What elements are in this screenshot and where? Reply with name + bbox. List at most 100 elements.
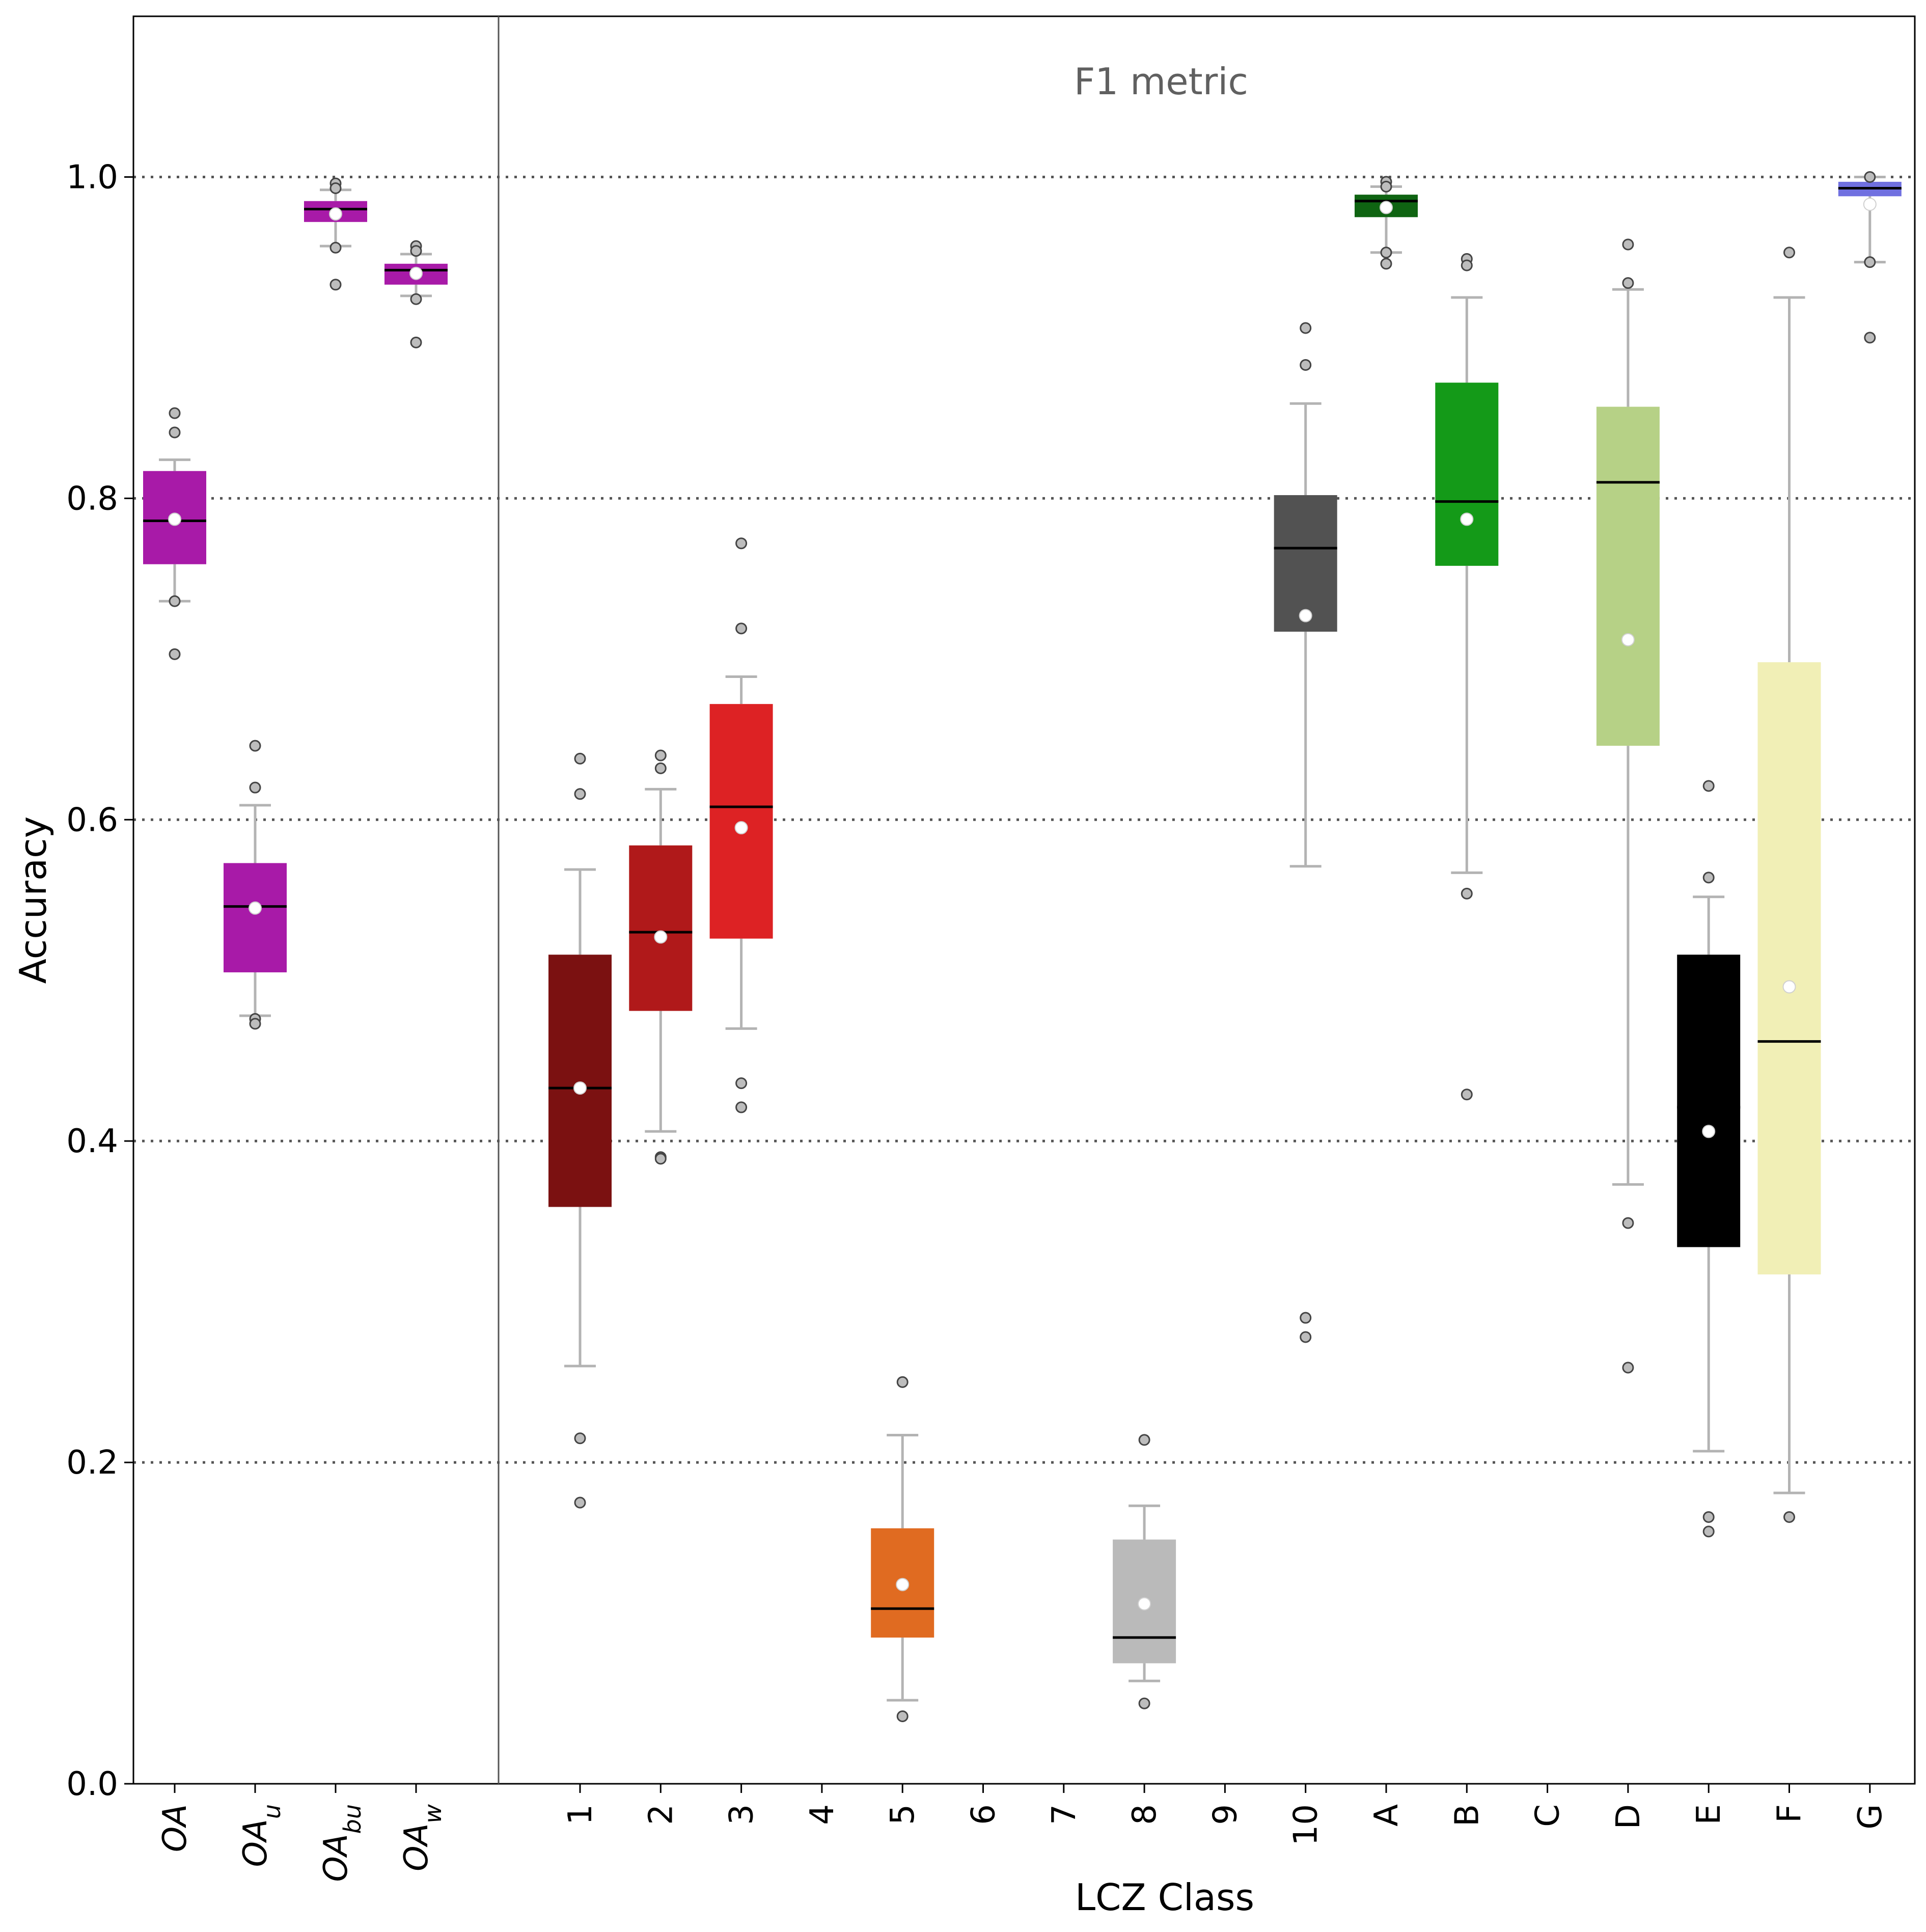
iqr-box — [1435, 383, 1499, 566]
x-tick-label: 9 — [1206, 1804, 1244, 1825]
outlier-point — [896, 1376, 909, 1388]
outlier-point — [1380, 247, 1392, 259]
iqr-box — [548, 955, 612, 1207]
x-tick-label-sub: u — [258, 1804, 286, 1819]
outlier-point — [1702, 872, 1715, 884]
mean-marker — [1621, 633, 1635, 646]
outlier-point — [654, 1153, 667, 1165]
outlier-point — [1864, 332, 1876, 344]
iqr-box — [1757, 662, 1821, 1275]
mean-marker — [1138, 1597, 1151, 1611]
mean-marker — [573, 1081, 587, 1095]
y-tick-label: 0.0 — [66, 1765, 118, 1803]
outlier-point — [169, 648, 181, 660]
outlier-point — [735, 622, 748, 635]
mean-marker — [1380, 201, 1393, 214]
outlier-point — [249, 1018, 261, 1030]
outlier-point — [169, 407, 181, 419]
x-tick-label: 10 — [1287, 1804, 1325, 1845]
y-tick-label: 0.4 — [66, 1123, 118, 1160]
x-tick-label-main: OA — [237, 1819, 274, 1867]
grid-lines — [133, 175, 1915, 1464]
x-tick-label: A — [1368, 1804, 1406, 1827]
x-tick-label: C — [1529, 1804, 1567, 1827]
box-OA-w — [384, 240, 448, 348]
box-10 — [1274, 322, 1337, 1343]
outlier-point — [1864, 256, 1876, 268]
outlier-point — [1864, 171, 1876, 183]
x-tick-label-main: OA — [317, 1834, 355, 1882]
iqr-box — [629, 845, 693, 1011]
outlier-point — [1138, 1697, 1150, 1709]
box-plots — [143, 171, 1902, 1723]
iqr-box — [1274, 495, 1337, 632]
box-5 — [871, 1376, 934, 1723]
mean-marker — [654, 930, 668, 944]
outlier-point — [1300, 359, 1312, 371]
outlier-point — [1622, 277, 1634, 289]
x-axis-title: LCZ Class — [1075, 1876, 1254, 1919]
outlier-point — [896, 1710, 909, 1723]
x-tick-label-sub: bu — [339, 1804, 366, 1834]
outlier-point — [735, 1101, 748, 1113]
mean-marker — [409, 266, 423, 280]
x-tick-label: 2 — [642, 1804, 680, 1825]
x-tick-label: F — [1771, 1804, 1809, 1823]
x-tick-label: OAw — [398, 1804, 447, 1871]
outlier-point — [1380, 258, 1392, 270]
metric-annotation: F1 metric — [1074, 60, 1248, 103]
outlier-point — [1300, 1312, 1312, 1324]
outlier-point — [654, 762, 667, 774]
box-B — [1435, 253, 1499, 1101]
outlier-point — [410, 336, 422, 348]
x-tick-label-sub: w — [419, 1804, 447, 1824]
x-tick-label-main: OA — [398, 1824, 435, 1871]
outlier-point — [1138, 1434, 1150, 1446]
x-tick-label: 3 — [723, 1804, 761, 1825]
x-tick-label: E — [1690, 1804, 1728, 1825]
mean-marker — [249, 901, 262, 915]
outlier-point — [1300, 322, 1312, 334]
outlier-point — [574, 1496, 586, 1509]
mean-marker — [329, 207, 342, 221]
outlier-point — [1380, 180, 1392, 193]
mean-marker — [734, 821, 748, 835]
outlier-point — [1622, 1217, 1634, 1229]
plot-frame — [132, 15, 1916, 1785]
outlier-point — [1622, 1362, 1634, 1374]
box-1 — [548, 752, 612, 1509]
outlier-point — [329, 182, 342, 195]
mean-marker — [896, 1577, 910, 1591]
outlier-point — [1702, 780, 1715, 792]
mean-marker — [1460, 512, 1474, 526]
x-tick-label: OAu — [237, 1804, 286, 1867]
outlier-point — [1702, 1511, 1715, 1523]
x-tick-label: OAbu — [317, 1804, 366, 1882]
outlier-point — [1461, 1089, 1473, 1101]
y-tick-label: 1.0 — [66, 158, 118, 196]
iqr-box — [1596, 406, 1660, 746]
box-OA — [143, 407, 206, 660]
outlier-point — [329, 279, 342, 291]
iqr-box — [1677, 955, 1741, 1247]
outlier-point — [1461, 887, 1473, 900]
x-tick-label: 1 — [562, 1804, 599, 1825]
iqr-box — [224, 863, 287, 972]
mean-marker — [1782, 980, 1796, 994]
x-tick-label-main: OA — [156, 1804, 194, 1852]
x-tick-label: G — [1852, 1804, 1889, 1830]
outlier-point — [410, 245, 422, 257]
box-OA-bu — [304, 177, 367, 291]
outlier-point — [169, 595, 181, 607]
outlier-point — [574, 752, 586, 765]
box-D — [1596, 238, 1660, 1374]
x-tick-label: D — [1610, 1804, 1647, 1829]
outlier-point — [169, 426, 181, 439]
x-tick-label: 6 — [965, 1804, 1003, 1825]
box-3 — [709, 537, 773, 1113]
y-tick-label: 0.2 — [66, 1444, 118, 1482]
outlier-point — [574, 1432, 586, 1445]
x-tick-label: 7 — [1045, 1804, 1083, 1825]
